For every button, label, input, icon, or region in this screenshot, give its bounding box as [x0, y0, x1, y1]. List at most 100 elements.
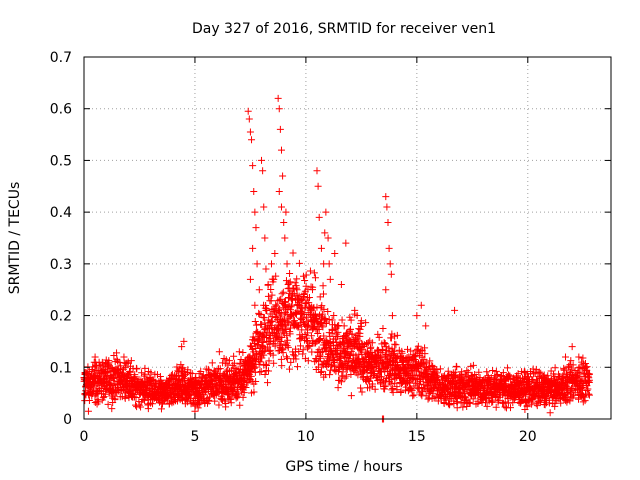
- data-point: [256, 368, 264, 376]
- data-point: [301, 277, 309, 285]
- data-point: [413, 312, 421, 320]
- data-point: [384, 218, 392, 226]
- data-point: [235, 348, 243, 356]
- data-point: [239, 384, 247, 392]
- data-point: [291, 279, 299, 287]
- data-point: [385, 244, 393, 252]
- data-point: [279, 349, 287, 357]
- data-point: [317, 368, 325, 376]
- data-point: [357, 384, 365, 392]
- plot-frame: [83, 56, 612, 420]
- data-point: [368, 339, 376, 347]
- data-point: [299, 350, 307, 358]
- data-point: [463, 402, 471, 410]
- data-point: [275, 187, 283, 195]
- data-point: [321, 229, 329, 237]
- data-point: [544, 372, 552, 380]
- data-point: [315, 357, 323, 365]
- data-point: [388, 312, 396, 320]
- data-point: [277, 146, 285, 154]
- data-point: [319, 323, 327, 331]
- data-point: [483, 402, 491, 410]
- data-point: [391, 332, 399, 340]
- data-point: [219, 359, 227, 367]
- data-point: [279, 288, 287, 296]
- data-point: [315, 213, 323, 221]
- data-point: [388, 376, 396, 384]
- data-point: [242, 383, 250, 391]
- data-point: [261, 234, 269, 242]
- data-point: [247, 342, 255, 350]
- data-point: [286, 330, 294, 338]
- data-point: [269, 351, 277, 359]
- data-point: [174, 377, 182, 385]
- data-point: [409, 392, 417, 400]
- data-point: [566, 397, 574, 405]
- data-point: [240, 383, 248, 391]
- data-point: [337, 378, 345, 386]
- data-point: [281, 298, 289, 306]
- data-point: [457, 371, 465, 379]
- data-point: [433, 369, 441, 377]
- data-point: [279, 172, 287, 180]
- data-point: [215, 401, 223, 409]
- data-point: [105, 380, 113, 388]
- data-point: [568, 343, 576, 351]
- data-point: [353, 312, 361, 320]
- grid-lines: [84, 57, 611, 419]
- data-point: [264, 281, 272, 289]
- data-point: [252, 321, 260, 329]
- data-point: [245, 354, 253, 362]
- data-point: [141, 370, 149, 378]
- data-point: [277, 203, 285, 211]
- data-point: [457, 399, 465, 407]
- data-point: [299, 314, 307, 322]
- data-point: [585, 376, 593, 384]
- data-point: [354, 337, 362, 345]
- data-point: [404, 370, 412, 378]
- data-point: [313, 167, 321, 175]
- data-point: [464, 368, 472, 376]
- data-point: [178, 343, 186, 351]
- data-point: [246, 275, 254, 283]
- data-point: [428, 361, 436, 369]
- data-point: [334, 322, 342, 330]
- data-point: [287, 303, 295, 311]
- data-point: [262, 360, 270, 368]
- data-point: [236, 359, 244, 367]
- data-point: [492, 367, 500, 375]
- data-point: [581, 397, 589, 405]
- data-point: [322, 319, 330, 327]
- data-point: [228, 391, 236, 399]
- data-point: [387, 270, 395, 278]
- data-point: [175, 382, 183, 390]
- data-point: [391, 340, 399, 348]
- data-point: [505, 371, 513, 379]
- data-point: [95, 398, 103, 406]
- data-point: [123, 359, 131, 367]
- data-point: [461, 393, 469, 401]
- data-point: [180, 375, 188, 383]
- data-point: [278, 334, 286, 342]
- data-point: [322, 208, 330, 216]
- data-point: [357, 317, 365, 325]
- data-point: [581, 359, 589, 367]
- data-point: [230, 352, 238, 360]
- data-point: [583, 387, 591, 395]
- data-point: [236, 401, 244, 409]
- data-point: [409, 356, 417, 364]
- data-point: [354, 371, 362, 379]
- data-point: [379, 325, 387, 333]
- data-point: [567, 357, 575, 365]
- data-point: [258, 156, 266, 164]
- data-point: [248, 136, 256, 144]
- data-point: [103, 368, 111, 376]
- data-point: [562, 353, 570, 361]
- data-point: [284, 336, 292, 344]
- data-point: [261, 371, 269, 379]
- data-point: [253, 340, 261, 348]
- data-point: [330, 311, 338, 319]
- data-point: [342, 372, 350, 380]
- data-point: [382, 193, 390, 201]
